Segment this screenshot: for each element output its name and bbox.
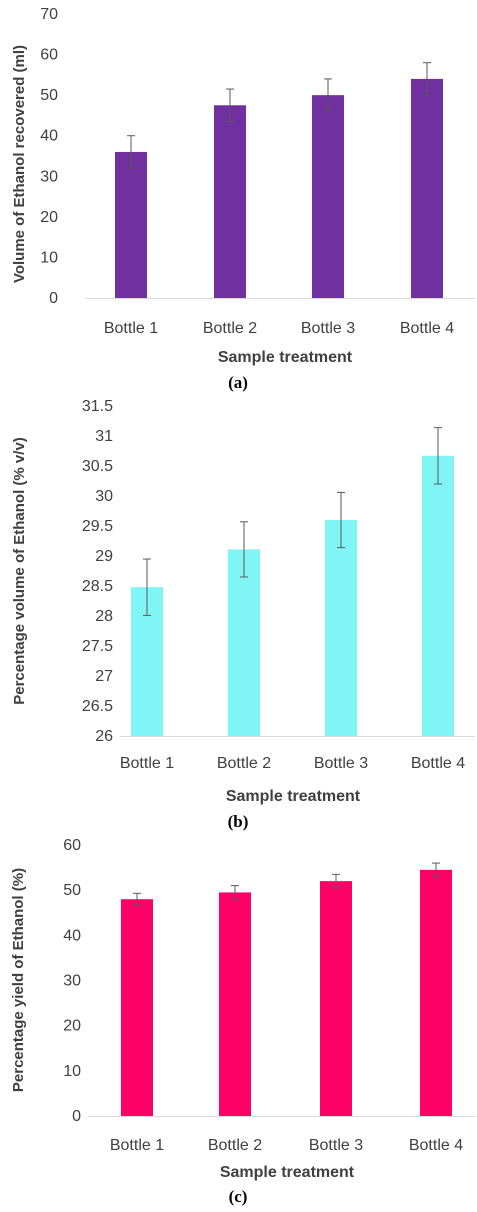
bar bbox=[312, 95, 344, 299]
y-axis-title: Percentage volume of Ethanol (% v/v) bbox=[11, 437, 28, 705]
x-category-label: Bottle 1 bbox=[120, 755, 174, 772]
y-tick-label: 29.5 bbox=[82, 518, 113, 535]
bar bbox=[411, 78, 443, 299]
x-category-label: Bottle 4 bbox=[409, 1137, 463, 1154]
bar bbox=[121, 899, 153, 1116]
y-tick-label: 29 bbox=[95, 548, 113, 565]
y-tick-label: 26.5 bbox=[82, 698, 113, 715]
y-tick-label: 30 bbox=[95, 488, 113, 505]
panel-label: (a) bbox=[228, 373, 248, 392]
bar bbox=[219, 892, 251, 1116]
y-tick-label: 60 bbox=[40, 47, 58, 64]
bar bbox=[422, 455, 454, 736]
chart-panel-3: 0 10 20 30 40 50 60 Bottle 1 Bottle 2 Bottle 3 Bot… bbox=[10, 837, 475, 1206]
x-category-label: Bottle 4 bbox=[411, 755, 465, 772]
y-tick-label: 30 bbox=[40, 168, 58, 185]
x-category-label: Bottle 3 bbox=[314, 755, 368, 772]
y-tick-label: 50 bbox=[40, 87, 58, 104]
y-tick-label: 31.5 bbox=[82, 398, 113, 415]
panel-label: (b) bbox=[228, 812, 249, 831]
bar bbox=[115, 151, 147, 298]
y-tick-label: 0 bbox=[72, 1108, 81, 1125]
y-tick-label: 31 bbox=[95, 428, 113, 445]
y-tick-label: 60 bbox=[63, 837, 81, 854]
x-axis-title: Sample treatment bbox=[226, 788, 361, 805]
y-tick-label: 27.5 bbox=[82, 638, 113, 655]
y-tick-label: 10 bbox=[63, 1063, 81, 1080]
y-tick-label: 27 bbox=[95, 668, 113, 685]
bar bbox=[214, 105, 246, 299]
y-tick-label: 20 bbox=[63, 1018, 81, 1035]
bar bbox=[420, 869, 452, 1116]
x-category-label: Bottle 1 bbox=[110, 1137, 164, 1154]
y-tick-label: 40 bbox=[63, 927, 81, 944]
y-tick-label: 0 bbox=[49, 290, 58, 307]
y-tick-label: 30.5 bbox=[82, 458, 113, 475]
x-category-label: Bottle 2 bbox=[217, 755, 271, 772]
chart-panel-2: 26 26.5 27 27.5 28 28.5 29 29.5 30 30.5 31 31.5 Bott… bbox=[11, 398, 475, 831]
bar bbox=[325, 520, 357, 736]
y-tick-label: 28 bbox=[95, 608, 113, 625]
x-category-label: Bottle 2 bbox=[208, 1137, 262, 1154]
y-tick-label: 40 bbox=[40, 128, 58, 145]
chart-panel-1: 0 10 20 30 40 50 60 70 Bottle 1 Bottle 2 Bottle 3 B… bbox=[11, 6, 475, 392]
y-tick-label: 50 bbox=[63, 882, 81, 899]
y-tick-label: 10 bbox=[40, 249, 58, 266]
bar bbox=[320, 881, 352, 1116]
y-tick-label: 28.5 bbox=[82, 578, 113, 595]
y-tick-label: 30 bbox=[63, 973, 81, 990]
x-category-label: Bottle 3 bbox=[309, 1137, 363, 1154]
x-axis-title: Sample treatment bbox=[220, 1164, 355, 1181]
y-axis-title: Volume of Ethanol recovered (ml) bbox=[11, 45, 28, 283]
panel-label: (c) bbox=[229, 1187, 248, 1206]
x-category-label: Bottle 3 bbox=[301, 320, 355, 337]
bar bbox=[228, 549, 260, 736]
y-axis-title: Percentage yield of Ethanol (%) bbox=[10, 868, 27, 1092]
y-tick-label: 26 bbox=[95, 728, 113, 745]
x-category-label: Bottle 4 bbox=[400, 320, 454, 337]
x-category-label: Bottle 2 bbox=[203, 320, 257, 337]
x-axis-title: Sample treatment bbox=[218, 349, 353, 366]
x-category-label: Bottle 1 bbox=[104, 320, 158, 337]
y-tick-label: 70 bbox=[40, 6, 58, 23]
y-tick-label: 20 bbox=[40, 209, 58, 226]
